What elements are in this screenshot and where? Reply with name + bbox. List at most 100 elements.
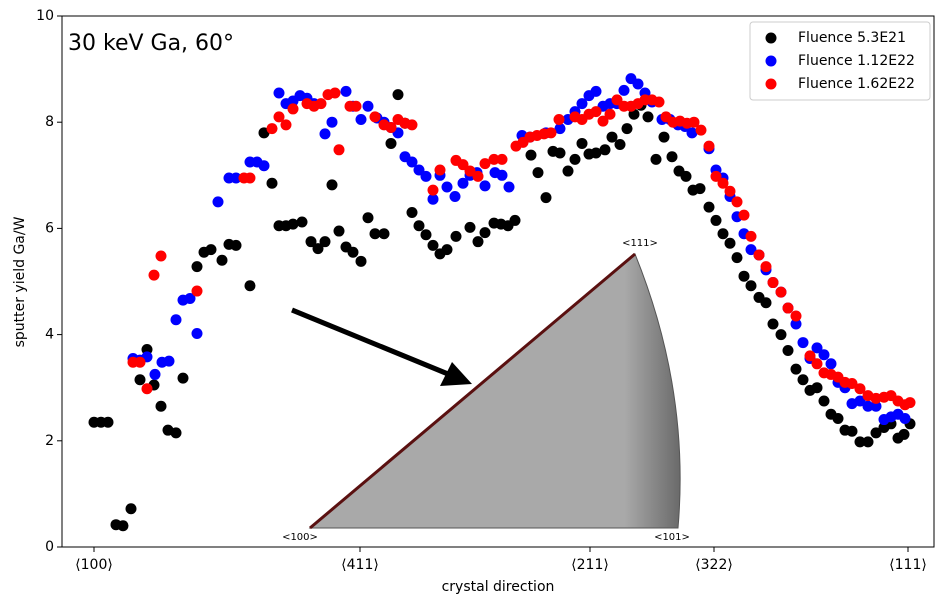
inset-label: <100> <box>282 532 318 543</box>
point <box>141 383 153 395</box>
point <box>449 191 461 203</box>
point <box>811 342 823 354</box>
point <box>745 280 757 292</box>
point <box>695 124 707 136</box>
point <box>611 94 623 106</box>
point <box>134 374 146 386</box>
point <box>441 244 453 256</box>
y-tick-label: 4 <box>45 327 54 343</box>
point <box>434 164 446 176</box>
point <box>479 158 491 170</box>
point <box>479 227 491 239</box>
point <box>666 151 678 163</box>
point <box>266 123 278 135</box>
point <box>797 374 809 386</box>
arrow-head <box>440 362 472 386</box>
point <box>155 250 167 262</box>
point <box>273 87 285 99</box>
point <box>326 179 338 191</box>
point <box>117 520 129 532</box>
point <box>441 181 453 193</box>
point <box>457 159 469 171</box>
point <box>653 96 665 108</box>
point <box>703 140 715 152</box>
point <box>191 328 203 340</box>
x-tick-label: ⟨322⟩ <box>695 557 733 573</box>
point <box>870 392 882 404</box>
point <box>621 123 633 135</box>
point <box>632 78 644 90</box>
point <box>846 425 858 437</box>
point <box>296 216 308 228</box>
legend-label: Fluence 1.12E22 <box>798 53 915 69</box>
point <box>212 196 224 208</box>
arrow <box>291 307 449 377</box>
point <box>362 100 374 112</box>
x-tick-label: ⟨100⟩ <box>75 557 113 573</box>
point <box>266 177 278 189</box>
point <box>230 239 242 251</box>
inset-edge <box>309 252 636 530</box>
point <box>420 229 432 241</box>
inset: <111> <100> <101> <box>282 238 690 543</box>
point <box>870 400 882 412</box>
point <box>782 302 794 314</box>
inset-shape <box>308 253 681 529</box>
point <box>790 363 802 375</box>
point <box>854 395 866 407</box>
point <box>862 436 874 448</box>
point <box>717 228 729 240</box>
point <box>427 239 439 251</box>
y-tick-label: 10 <box>36 8 54 24</box>
point <box>319 128 331 140</box>
legend-marker <box>765 78 777 90</box>
point <box>369 228 381 240</box>
legend <box>749 21 931 101</box>
point <box>899 412 911 424</box>
x-tick-label: ⟨411⟩ <box>341 557 379 573</box>
annotation: 30 keV Ga, 60° <box>68 31 234 56</box>
point <box>540 192 552 204</box>
point <box>846 377 858 389</box>
point <box>811 382 823 394</box>
x-tick-label: ⟨211⟩ <box>571 557 609 573</box>
y-tick-label: 8 <box>45 114 54 130</box>
y-axis-label: sputter yield Ga/W <box>12 216 28 347</box>
point <box>545 127 557 139</box>
point <box>767 318 779 330</box>
point <box>745 230 757 242</box>
point <box>362 212 374 224</box>
point <box>326 116 338 128</box>
point <box>378 228 390 240</box>
point <box>898 428 910 440</box>
point <box>420 170 432 182</box>
point <box>825 358 837 370</box>
point <box>305 236 317 248</box>
point <box>347 246 359 258</box>
y-tick-label: 6 <box>45 220 54 236</box>
point <box>333 144 345 156</box>
point <box>760 261 772 273</box>
point <box>148 269 160 281</box>
point <box>287 218 299 230</box>
point <box>532 167 544 179</box>
point <box>464 221 476 233</box>
point <box>767 277 779 289</box>
point <box>862 400 874 412</box>
x-axis-label: crystal direction <box>442 579 555 595</box>
point <box>191 261 203 273</box>
point <box>503 181 515 193</box>
inset-label: <101> <box>654 532 690 543</box>
point <box>392 89 404 101</box>
x-tick-label: ⟨111⟩ <box>889 557 927 573</box>
point <box>790 318 802 330</box>
point <box>369 111 381 123</box>
point <box>688 116 700 128</box>
point <box>790 310 802 322</box>
point <box>496 169 508 181</box>
point <box>590 106 602 118</box>
point <box>472 170 484 182</box>
point <box>170 314 182 326</box>
point <box>355 255 367 267</box>
point <box>205 244 217 256</box>
